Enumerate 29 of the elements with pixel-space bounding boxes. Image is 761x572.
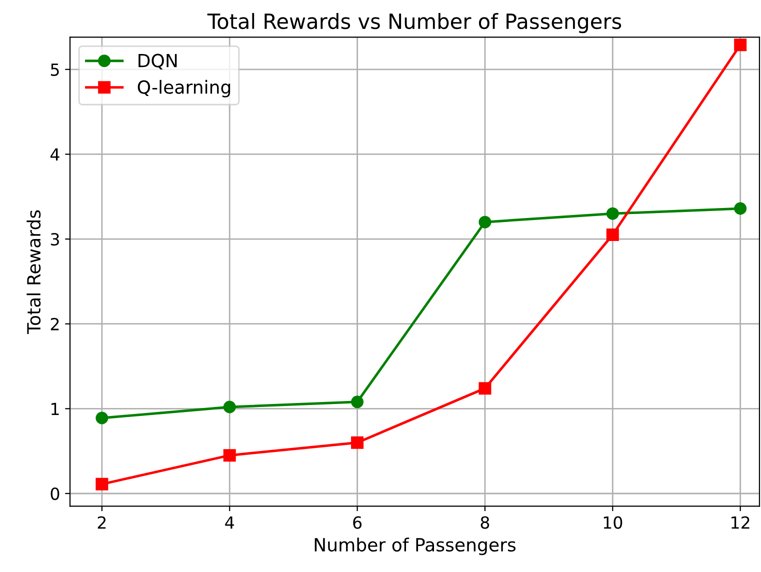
point xyxy=(606,228,619,242)
legend-label: Q-learning xyxy=(138,80,230,98)
y-tick-label: 2 xyxy=(50,318,59,330)
point xyxy=(223,449,236,462)
legend-label: DQN xyxy=(138,54,177,70)
x-tick-label: 12 xyxy=(732,516,750,529)
point xyxy=(606,207,619,220)
y-tick-label: 4 xyxy=(50,148,60,161)
y-tick-label: 3 xyxy=(50,233,59,246)
x-tick-label: 2 xyxy=(98,516,106,529)
point xyxy=(96,412,108,424)
point xyxy=(734,202,747,215)
point xyxy=(478,216,492,228)
point xyxy=(223,400,236,414)
y-axis-title: Total Rewards xyxy=(26,210,41,334)
point xyxy=(478,382,492,395)
y-tick-label: 0 xyxy=(50,487,60,500)
y-tick-label: 5 xyxy=(50,64,59,76)
x-tick-label: 10 xyxy=(604,516,622,529)
x-tick-label: 6 xyxy=(353,516,362,529)
chart-title: Total Rewards vs Number of Passengers xyxy=(207,13,622,34)
point xyxy=(351,436,364,449)
point xyxy=(351,396,364,408)
x-axis-title: Number of Passengers xyxy=(314,538,516,556)
x-tick-label: 4 xyxy=(225,516,234,529)
x-tick-label: 8 xyxy=(480,516,490,529)
point xyxy=(96,478,108,490)
point xyxy=(734,38,747,52)
y-tick-label: 1 xyxy=(52,402,59,416)
